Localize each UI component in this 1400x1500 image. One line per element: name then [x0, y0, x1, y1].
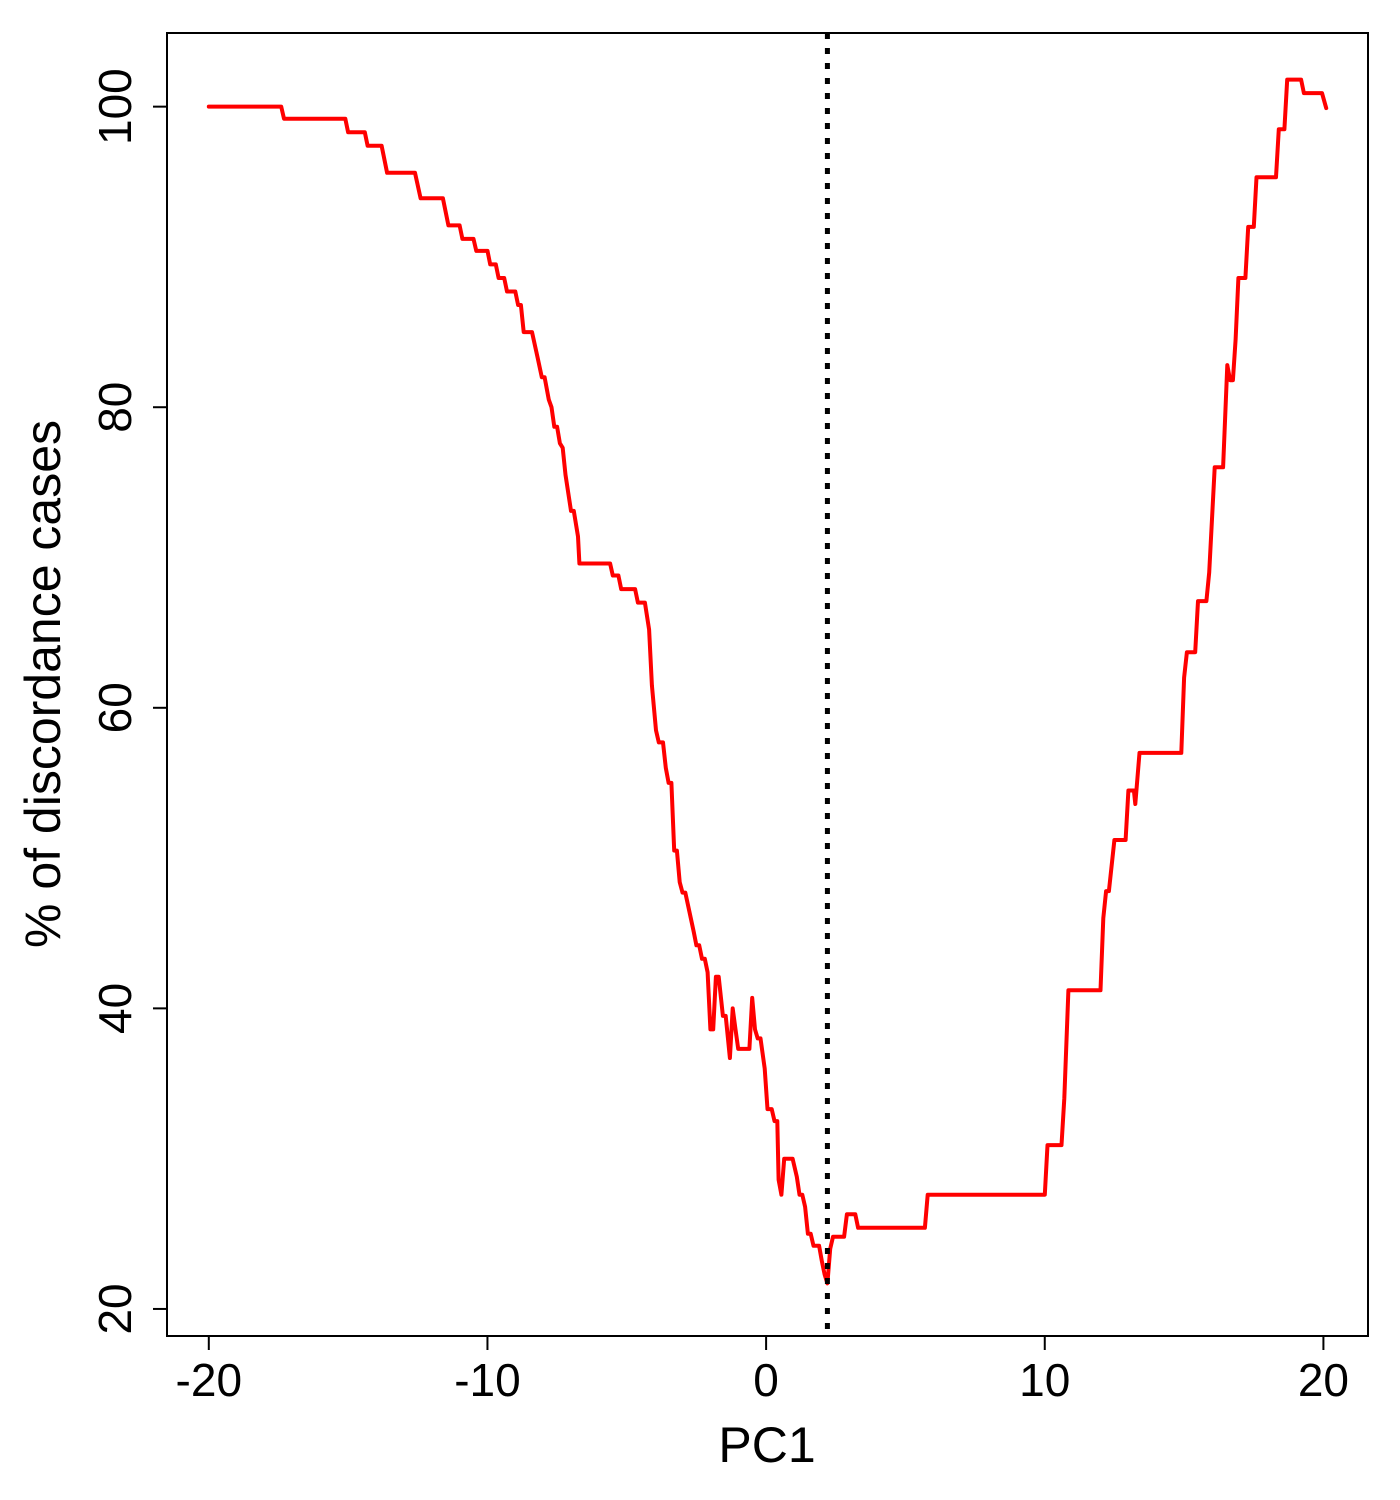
y-axis-title: % of discordance cases	[15, 420, 71, 948]
x-tick-label: -10	[454, 1354, 520, 1406]
series-line	[206, 77, 1329, 1286]
x-tick-label: 20	[1298, 1354, 1349, 1406]
y-tick-label: 60	[89, 682, 141, 733]
x-axis: -20 -10 0 10 20	[176, 1335, 1349, 1406]
y-tick-label: 20	[89, 1283, 141, 1334]
plot-frame	[166, 32, 1369, 1337]
y-tick-label: 100	[89, 68, 141, 145]
y-tick-label: 40	[89, 983, 141, 1034]
plot-box	[166, 32, 1369, 1337]
series-layer	[206, 77, 1329, 1286]
x-tick-label: -20	[176, 1354, 242, 1406]
y-tick-label: 80	[89, 382, 141, 433]
x-tick-label: 0	[753, 1354, 779, 1406]
x-tick-label: 10	[1019, 1354, 1070, 1406]
y-axis: 20 40 60 80 100	[89, 68, 168, 1335]
x-axis-title: PC1	[718, 1417, 815, 1473]
